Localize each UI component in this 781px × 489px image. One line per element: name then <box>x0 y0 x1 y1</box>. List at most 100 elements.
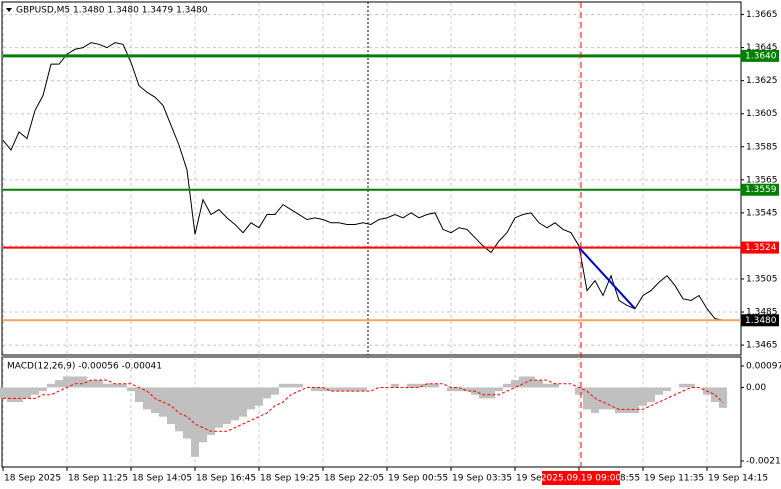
histogram-bar <box>607 387 615 410</box>
signal-line <box>3 379 724 432</box>
histogram-bar <box>455 387 463 392</box>
histogram-bar <box>127 387 135 392</box>
level-label: 1.3480 <box>745 316 777 326</box>
histogram-bar <box>623 387 631 414</box>
y-tick-label: 1.3465 <box>746 341 778 351</box>
level-label-bg <box>741 183 779 196</box>
histogram-bar <box>655 387 663 395</box>
x-tick-label: 19 Sep 14:15 <box>708 474 768 484</box>
histogram-bar <box>191 387 199 457</box>
marker-label: 2025.09.19 09:00 <box>541 474 622 484</box>
x-tick-label: 18 Sep 2025 <box>4 474 61 484</box>
histogram-bar <box>447 387 455 392</box>
histogram-bar <box>15 387 23 403</box>
macd-title: MACD(12,26,9) -0.00056 -0.00041 <box>7 362 162 372</box>
y-tick-label: -0.00215 <box>746 457 781 467</box>
histogram-bar <box>431 383 439 388</box>
histogram-bar <box>159 387 167 417</box>
histogram-bar <box>223 387 231 424</box>
histogram-bar <box>231 387 239 421</box>
y-tick-label: 1.3505 <box>746 274 778 284</box>
marker-label-bg <box>542 471 620 485</box>
histogram-bar <box>423 383 431 388</box>
histogram-bar <box>527 376 535 388</box>
x-tick-label: 18 Sep 22:05 <box>324 474 384 484</box>
histogram-bar <box>647 387 655 403</box>
x-tick-label: 19 Sep 11:35 <box>644 474 704 484</box>
histogram-bar <box>503 383 511 388</box>
histogram-bar <box>535 380 543 388</box>
histogram-bar <box>519 376 527 388</box>
histogram-bar <box>239 387 247 417</box>
histogram-bar <box>615 387 623 414</box>
histogram-bar <box>295 383 303 388</box>
macd-pane <box>1 356 742 468</box>
histogram-bar <box>391 383 399 388</box>
histogram-bar <box>311 387 319 392</box>
level-label: 1.3524 <box>745 243 777 253</box>
histogram-bar <box>79 376 87 388</box>
histogram-bar <box>343 387 351 392</box>
x-tick-label: 19 Sep 00:55 <box>388 474 448 484</box>
histogram-bar <box>39 387 47 392</box>
histogram-bar <box>479 387 487 399</box>
y-tick-label: 1.3565 <box>746 175 778 185</box>
histogram-bar <box>0 387 7 399</box>
histogram-bar <box>103 383 111 388</box>
y-tick-label: 1.3605 <box>746 109 778 119</box>
histogram-bar <box>719 387 727 408</box>
histogram-bar <box>151 387 159 414</box>
histogram-bar <box>599 387 607 410</box>
histogram-bar <box>415 383 423 388</box>
histogram-bar <box>47 383 55 388</box>
histogram-bar <box>215 387 223 428</box>
histogram-bar <box>335 387 343 392</box>
y-tick-label: 1.3625 <box>746 76 778 86</box>
y-tick-label: 0.00 <box>746 383 766 393</box>
histogram-bar <box>71 376 79 388</box>
histogram-bar <box>463 387 471 392</box>
histogram-bar <box>175 387 183 432</box>
histogram-bar <box>167 387 175 424</box>
histogram-bar <box>287 383 295 388</box>
histogram-bar <box>55 380 63 388</box>
histogram-bar <box>199 387 207 443</box>
histogram-bar <box>575 387 583 395</box>
x-tick-label: 18 Sep 11:25 <box>68 474 128 484</box>
x-tick-label: 18 Sep 14:05 <box>132 474 192 484</box>
histogram-bar <box>687 383 695 388</box>
histogram-bar <box>407 383 415 388</box>
x-tick-label: 18 Sep 16:45 <box>196 474 256 484</box>
histogram-bar <box>63 376 71 388</box>
histogram-bar <box>111 383 119 388</box>
histogram-bar <box>551 383 559 388</box>
histogram-bar <box>663 387 671 392</box>
histogram-bar <box>119 383 127 388</box>
histogram-bar <box>271 387 279 395</box>
histogram-bar <box>263 387 271 399</box>
price-line <box>2 42 724 321</box>
price-pane <box>1 1 742 356</box>
histogram-bar <box>511 380 519 388</box>
y-tick-label: 1.3485 <box>746 308 778 318</box>
histogram-bar <box>359 387 367 392</box>
symbol-icon <box>6 8 12 12</box>
histogram-bar <box>87 380 95 388</box>
histogram-bar <box>591 387 599 414</box>
histogram-bar <box>279 383 287 388</box>
histogram-bar <box>543 383 551 388</box>
histogram-bar <box>679 383 687 388</box>
level-label-bg <box>741 314 779 327</box>
y-tick-label: 1.3545 <box>746 208 778 218</box>
x-tick-label: 19 Sep 03:35 <box>452 474 512 484</box>
level-label: 1.3640 <box>745 51 777 61</box>
x-tick-label: 18 Sep 19:25 <box>260 474 320 484</box>
histogram-bar <box>487 387 495 399</box>
histogram-bar <box>143 387 151 410</box>
chart-title: GBPUSD,M5 1.3480 1.3480 1.3479 1.3480 <box>16 6 208 16</box>
histogram-bar <box>7 387 15 403</box>
y-tick-label: 0.00097 <box>746 362 781 372</box>
histogram-bar <box>31 387 39 395</box>
